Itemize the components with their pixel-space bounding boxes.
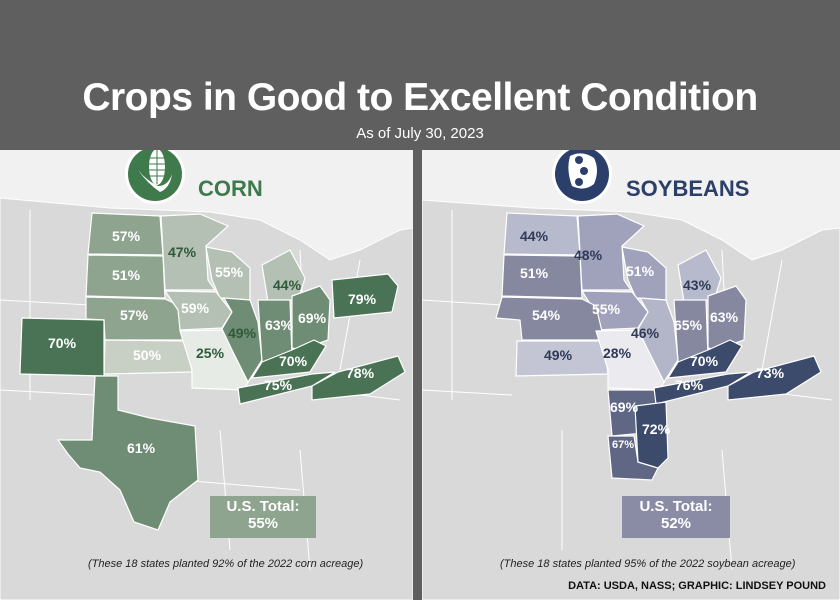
state-sd bbox=[85, 254, 166, 299]
corn-label-ia: 59% bbox=[181, 300, 210, 316]
state-mn bbox=[160, 213, 230, 291]
soybean-panel: 44% 48% 43% 46% 49% 28% 51% 51% 54% 55% … bbox=[422, 150, 840, 600]
state-ky bbox=[250, 339, 327, 379]
corn-label-oh: 69% bbox=[298, 310, 327, 326]
soy-label-sd: 51% bbox=[520, 265, 549, 281]
corn-label-ky: 70% bbox=[279, 353, 308, 369]
panel-divider bbox=[413, 150, 422, 600]
corn-title: CORN bbox=[198, 176, 263, 201]
corn-label-in: 63% bbox=[265, 317, 294, 333]
soy-label-nc: 73% bbox=[756, 365, 785, 381]
state-nc bbox=[311, 355, 406, 401]
soy-label-wi: 51% bbox=[626, 263, 655, 279]
corn-map: 57% 51% 57% 50% 70% 55% 59% 63% 69% 79% … bbox=[0, 150, 413, 600]
page-title: Crops in Good to Excellent Condition bbox=[82, 76, 758, 119]
corn-total-label: U.S. Total: bbox=[226, 498, 300, 515]
soybean-title: SOYBEANS bbox=[626, 176, 750, 201]
soybean-icon bbox=[552, 150, 612, 204]
soy-label-in: 65% bbox=[674, 317, 703, 333]
corn-label-wi: 55% bbox=[215, 264, 244, 280]
soy-label-mn: 48% bbox=[574, 247, 603, 263]
corn-label-il: 49% bbox=[228, 325, 257, 341]
soybean-total-value: 52% bbox=[660, 515, 692, 532]
soy-label-il: 46% bbox=[631, 325, 660, 341]
state-ms bbox=[634, 401, 669, 469]
state-tx bbox=[56, 375, 199, 531]
soybean-map: 44% 48% 43% 46% 49% 28% 51% 51% 54% 55% … bbox=[422, 150, 840, 600]
state-mi bbox=[677, 249, 722, 303]
corn-label-sd: 51% bbox=[112, 267, 141, 283]
soy-label-ms: 72% bbox=[642, 421, 671, 437]
corn-label-mo: 25% bbox=[196, 345, 225, 361]
soybean-footnote: (These 18 states planted 95% of the 2022… bbox=[500, 558, 796, 570]
soy-label-la: 67% bbox=[612, 439, 634, 451]
corn-total-value: 55% bbox=[247, 515, 279, 532]
state-il bbox=[637, 297, 679, 384]
soy-label-nd: 44% bbox=[520, 228, 549, 244]
state-ne bbox=[495, 296, 605, 341]
state-oh bbox=[291, 285, 331, 351]
state-il bbox=[221, 297, 263, 384]
corn-footnote: (These 18 states planted 92% of the 2022… bbox=[88, 558, 364, 570]
corn-total-box: U.S. Total: 55% bbox=[210, 496, 316, 538]
soy-label-oh: 63% bbox=[710, 309, 739, 325]
corn-label-mn: 47% bbox=[168, 244, 197, 260]
corn-label-pa: 79% bbox=[348, 291, 377, 307]
soy-label-ia: 55% bbox=[592, 301, 621, 317]
corn-icon bbox=[125, 150, 185, 204]
soy-label-ks: 49% bbox=[544, 347, 573, 363]
corn-label-tn: 75% bbox=[264, 377, 293, 393]
corn-label-mi: 44% bbox=[273, 277, 302, 293]
state-nc bbox=[727, 355, 822, 401]
state-sd bbox=[501, 254, 583, 299]
corn-label-nc: 78% bbox=[346, 365, 375, 381]
soy-label-ne: 54% bbox=[532, 307, 561, 323]
soy-label-tn: 76% bbox=[675, 377, 704, 393]
soybean-total-label: U.S. Total: bbox=[639, 498, 713, 515]
header-banner: Crops in Good to Excellent Condition As … bbox=[0, 0, 840, 150]
soy-label-ar: 69% bbox=[610, 399, 639, 415]
corn-label-tx: 61% bbox=[127, 440, 156, 456]
corn-panel: 57% 51% 57% 50% 70% 55% 59% 63% 69% 79% … bbox=[0, 150, 413, 600]
soy-label-ky: 70% bbox=[690, 353, 719, 369]
state-pa bbox=[331, 273, 399, 319]
corn-label-nd: 57% bbox=[112, 228, 141, 244]
soybean-total-box: U.S. Total: 52% bbox=[622, 496, 730, 538]
state-ky bbox=[666, 339, 743, 379]
state-oh bbox=[707, 285, 747, 351]
source-credit: DATA: USDA, NASS; GRAPHIC: LINDSEY POUND bbox=[568, 580, 826, 592]
state-tn bbox=[653, 371, 752, 405]
soy-label-mi: 43% bbox=[683, 277, 712, 293]
state-mn bbox=[577, 213, 646, 291]
state-mi bbox=[261, 249, 306, 303]
corn-label-co: 70% bbox=[48, 335, 77, 351]
corn-label-ne: 57% bbox=[120, 307, 149, 323]
soy-label-mo: 28% bbox=[603, 345, 632, 361]
page-subtitle: As of July 30, 2023 bbox=[356, 125, 484, 142]
corn-label-ks: 50% bbox=[133, 347, 162, 363]
state-tn bbox=[237, 371, 336, 405]
